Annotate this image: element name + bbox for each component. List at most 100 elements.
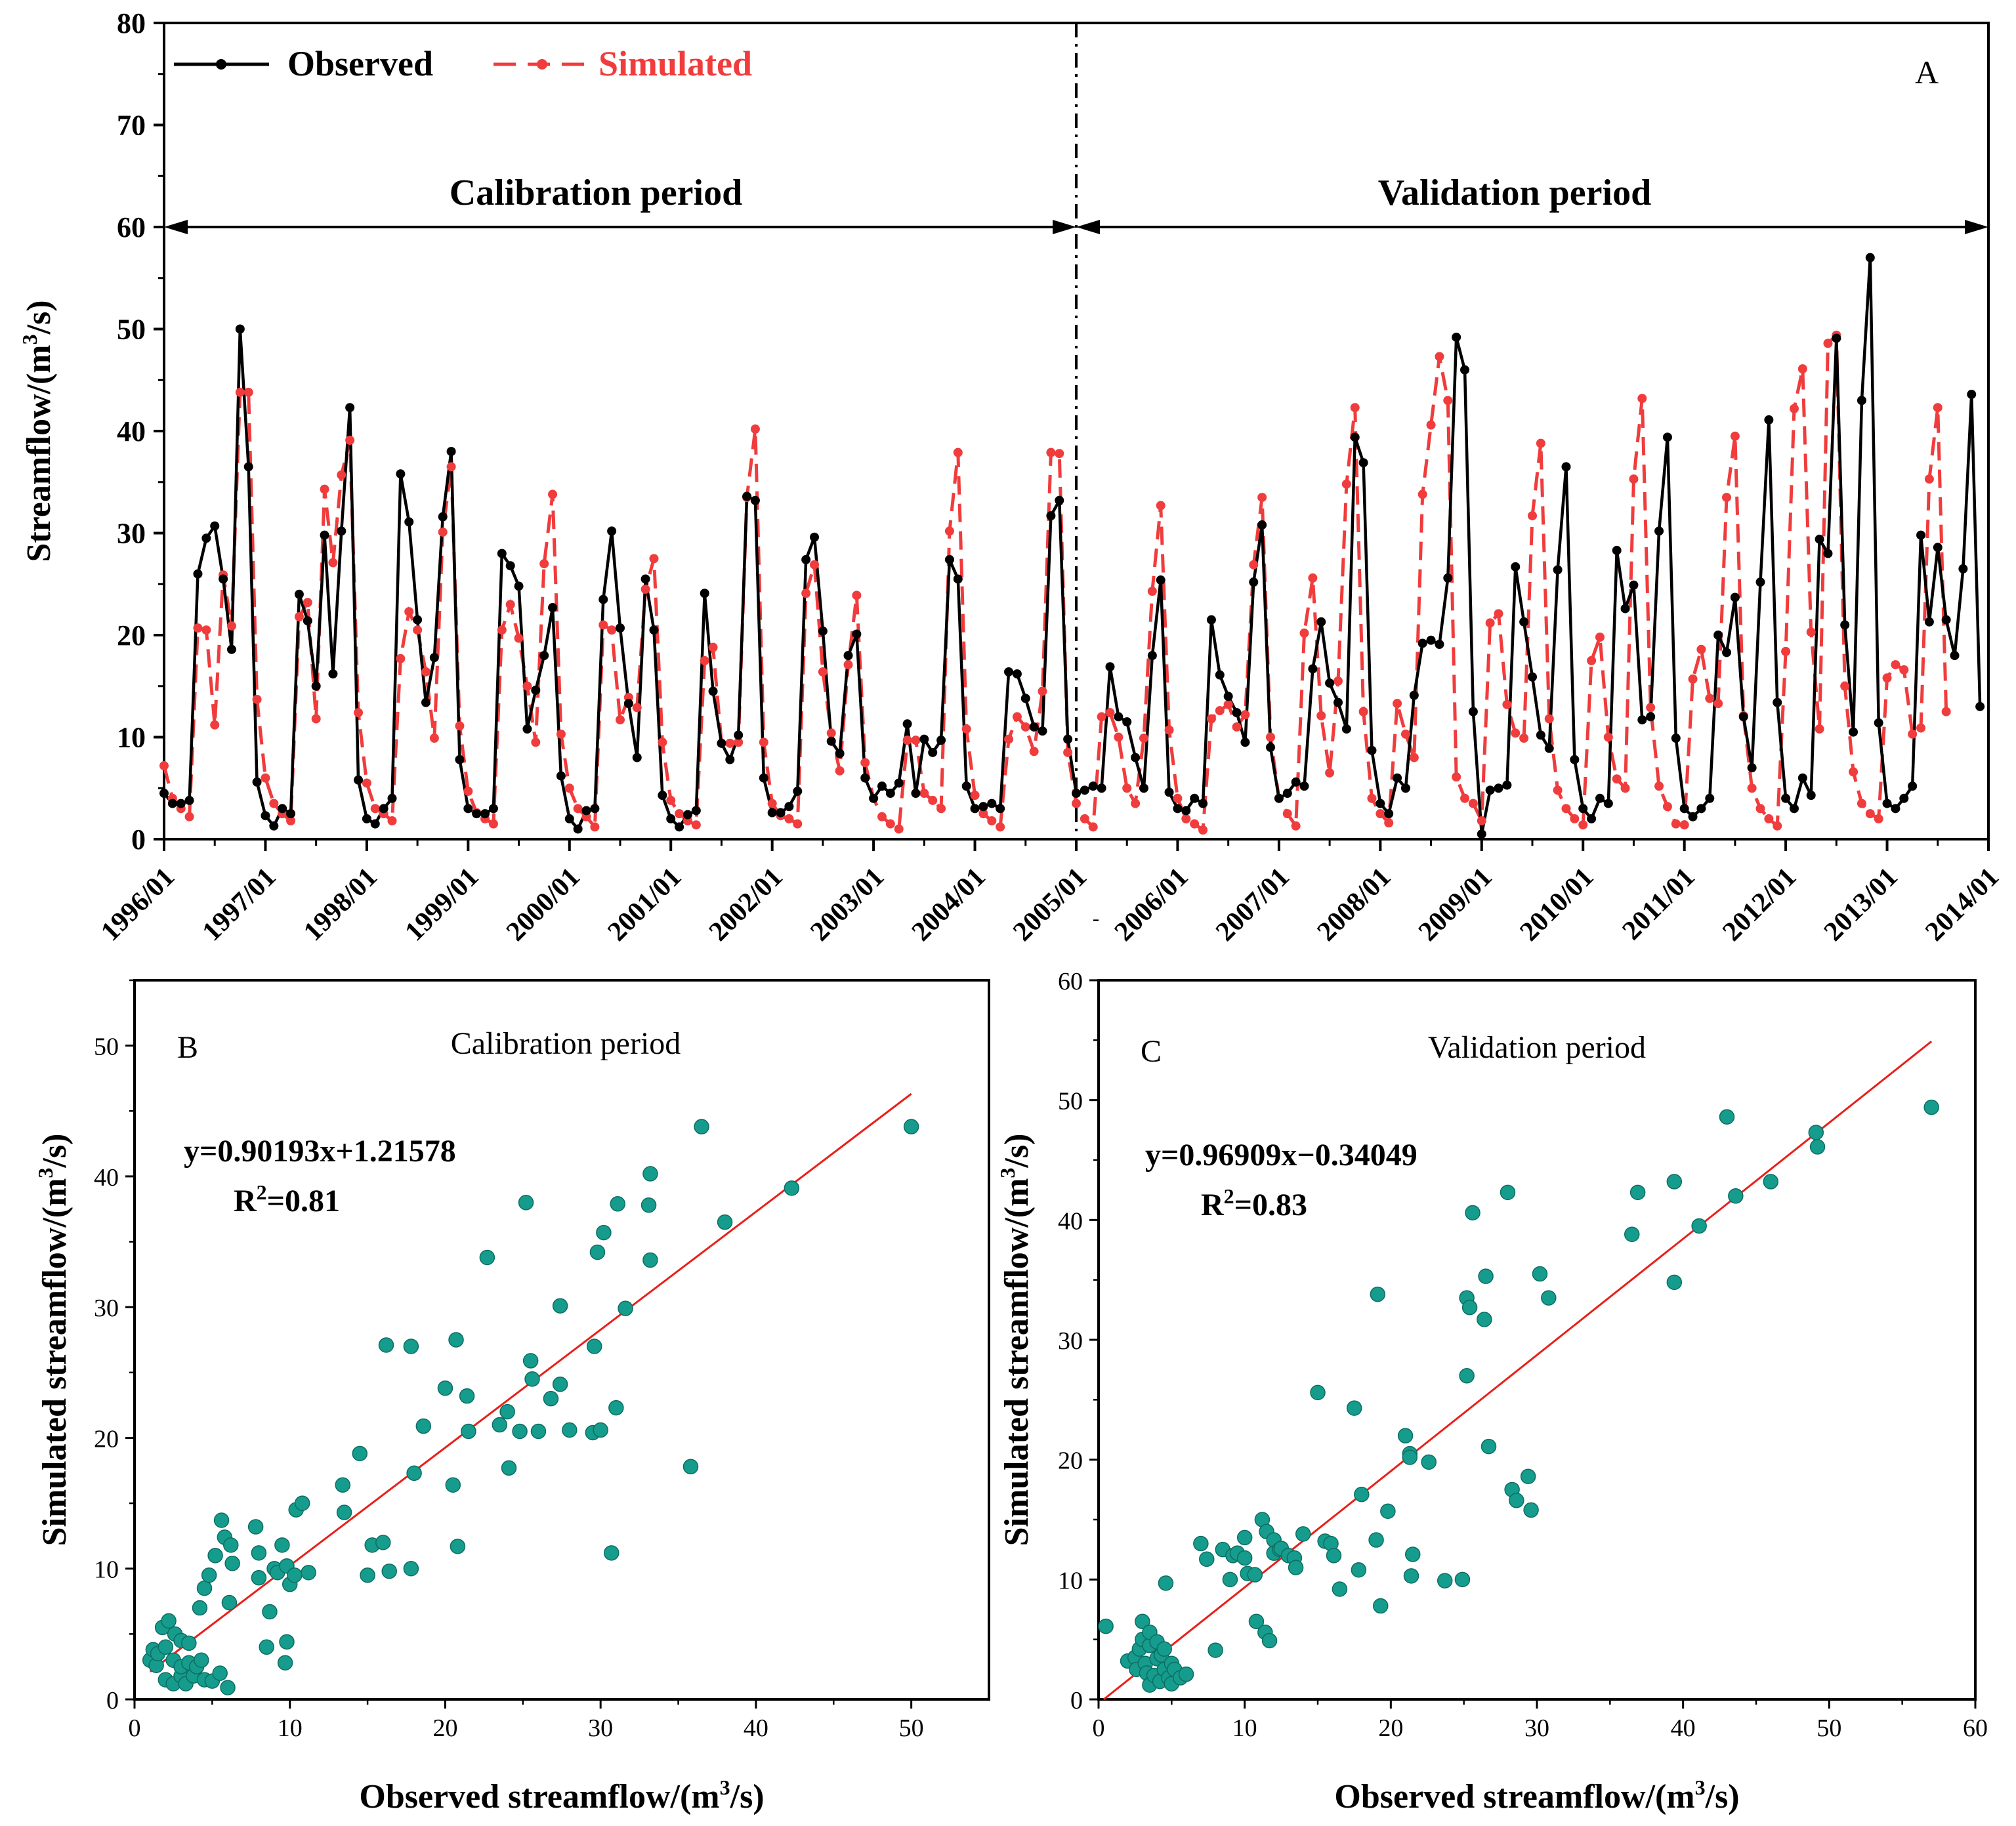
observed-point bbox=[1249, 577, 1259, 587]
observed-point bbox=[708, 686, 718, 696]
observed-point bbox=[1418, 638, 1427, 648]
observed-point bbox=[1004, 667, 1014, 676]
observed-point bbox=[1688, 812, 1698, 821]
observed-point bbox=[539, 651, 549, 661]
simulated-point bbox=[1418, 489, 1427, 499]
observed-point bbox=[649, 625, 659, 635]
scatter-point bbox=[1480, 1438, 1497, 1455]
simulated-point bbox=[860, 758, 870, 768]
y-tick-label: 60 bbox=[117, 211, 146, 243]
observed-point bbox=[826, 736, 836, 746]
scatter-point bbox=[1523, 1502, 1539, 1518]
simulated-point bbox=[598, 620, 608, 630]
y-tick-label: 50 bbox=[117, 314, 146, 346]
simulated-point bbox=[691, 820, 701, 830]
simulated-point bbox=[1291, 821, 1301, 831]
observed-point bbox=[252, 777, 262, 787]
observed-point bbox=[632, 753, 642, 762]
scatter-point bbox=[1158, 1575, 1174, 1591]
scatter-point bbox=[1465, 1205, 1480, 1221]
scatter-point bbox=[220, 1680, 236, 1695]
scatter-point bbox=[294, 1495, 310, 1511]
simulated-point bbox=[548, 489, 558, 499]
simulated-point bbox=[885, 819, 895, 829]
simulated-point bbox=[1662, 802, 1672, 812]
simulated-point bbox=[1781, 646, 1791, 656]
observed-point bbox=[1679, 804, 1689, 814]
observed-point bbox=[573, 824, 583, 834]
simulated-point bbox=[269, 799, 279, 808]
scatter-point bbox=[1098, 1618, 1114, 1634]
scatter-point bbox=[1397, 1428, 1414, 1443]
observed-point bbox=[640, 574, 650, 584]
observed-point bbox=[1612, 545, 1622, 555]
simulated-point bbox=[370, 804, 380, 814]
observed-point bbox=[675, 822, 684, 832]
scatter-point bbox=[1402, 1449, 1418, 1465]
arrow-head-mid-left bbox=[1053, 220, 1076, 234]
simulated-point bbox=[573, 804, 583, 814]
validation-title: Validation period bbox=[1428, 1030, 1646, 1065]
simulated-point bbox=[1637, 394, 1647, 404]
observed-point bbox=[835, 749, 845, 758]
simulated-point bbox=[1815, 724, 1824, 734]
scatter-point bbox=[552, 1377, 568, 1392]
scatter-point bbox=[247, 1519, 264, 1535]
y-tick-label: 20 bbox=[94, 1425, 119, 1453]
simulated-point bbox=[1299, 628, 1309, 638]
observed-point bbox=[750, 495, 760, 505]
simulated-point bbox=[1063, 747, 1073, 757]
observed-point bbox=[1055, 495, 1064, 505]
simulated-point bbox=[911, 736, 921, 745]
scatter-point bbox=[1222, 1571, 1238, 1588]
observed-point bbox=[1865, 253, 1875, 262]
scatter-point bbox=[224, 1556, 240, 1571]
observed-point bbox=[1528, 672, 1537, 682]
simulated-point bbox=[1249, 560, 1259, 570]
y-tick-label: 0 bbox=[106, 1687, 119, 1714]
observed-point bbox=[1797, 773, 1807, 783]
simulated-point bbox=[666, 795, 676, 805]
simulated-point bbox=[1806, 627, 1816, 637]
scatter-point bbox=[682, 1459, 699, 1475]
scatter-point bbox=[1236, 1550, 1253, 1566]
scatter-point bbox=[512, 1423, 528, 1440]
simulated-point bbox=[1173, 793, 1183, 803]
observed-point bbox=[362, 814, 371, 823]
simulated-point bbox=[1528, 511, 1537, 521]
simulated-point bbox=[1468, 799, 1478, 808]
simulated-point bbox=[1899, 665, 1909, 674]
simulated-point bbox=[1874, 814, 1883, 823]
legend-observed-label: Observed bbox=[287, 44, 433, 83]
simulated-point bbox=[919, 789, 929, 799]
arrow-head-mid-right bbox=[1076, 220, 1100, 234]
observed-point bbox=[337, 526, 346, 536]
scatter-point bbox=[1728, 1188, 1744, 1204]
observed-point bbox=[1147, 651, 1157, 661]
scatter-point bbox=[586, 1338, 602, 1354]
scatter-point bbox=[593, 1422, 608, 1438]
scatter-point bbox=[562, 1422, 578, 1438]
x-tick-label: 1996/01 bbox=[95, 862, 180, 947]
scatter-point bbox=[1199, 1551, 1215, 1567]
simulated-point bbox=[1164, 725, 1174, 735]
observed-point bbox=[691, 806, 701, 816]
simulated-point bbox=[1578, 820, 1588, 830]
scatter-point bbox=[415, 1418, 432, 1434]
observed-point bbox=[623, 699, 633, 709]
calibration-r2: R2=0.81 bbox=[234, 1180, 340, 1218]
simulated-point bbox=[1654, 781, 1664, 791]
observed-point bbox=[1536, 730, 1545, 740]
observed-point bbox=[1181, 806, 1191, 816]
simulated-point bbox=[1012, 712, 1022, 722]
observed-point bbox=[616, 623, 625, 633]
observed-point bbox=[311, 681, 321, 691]
simulated-point bbox=[1705, 694, 1715, 703]
scatter-point bbox=[1178, 1666, 1194, 1682]
observed-point bbox=[1519, 617, 1529, 627]
simulated-point bbox=[759, 737, 768, 747]
scatter-point bbox=[403, 1338, 419, 1354]
simulated-point bbox=[413, 625, 423, 635]
x-tick-label: 2014/01 bbox=[1920, 862, 2005, 947]
simulated-point bbox=[1629, 474, 1639, 484]
